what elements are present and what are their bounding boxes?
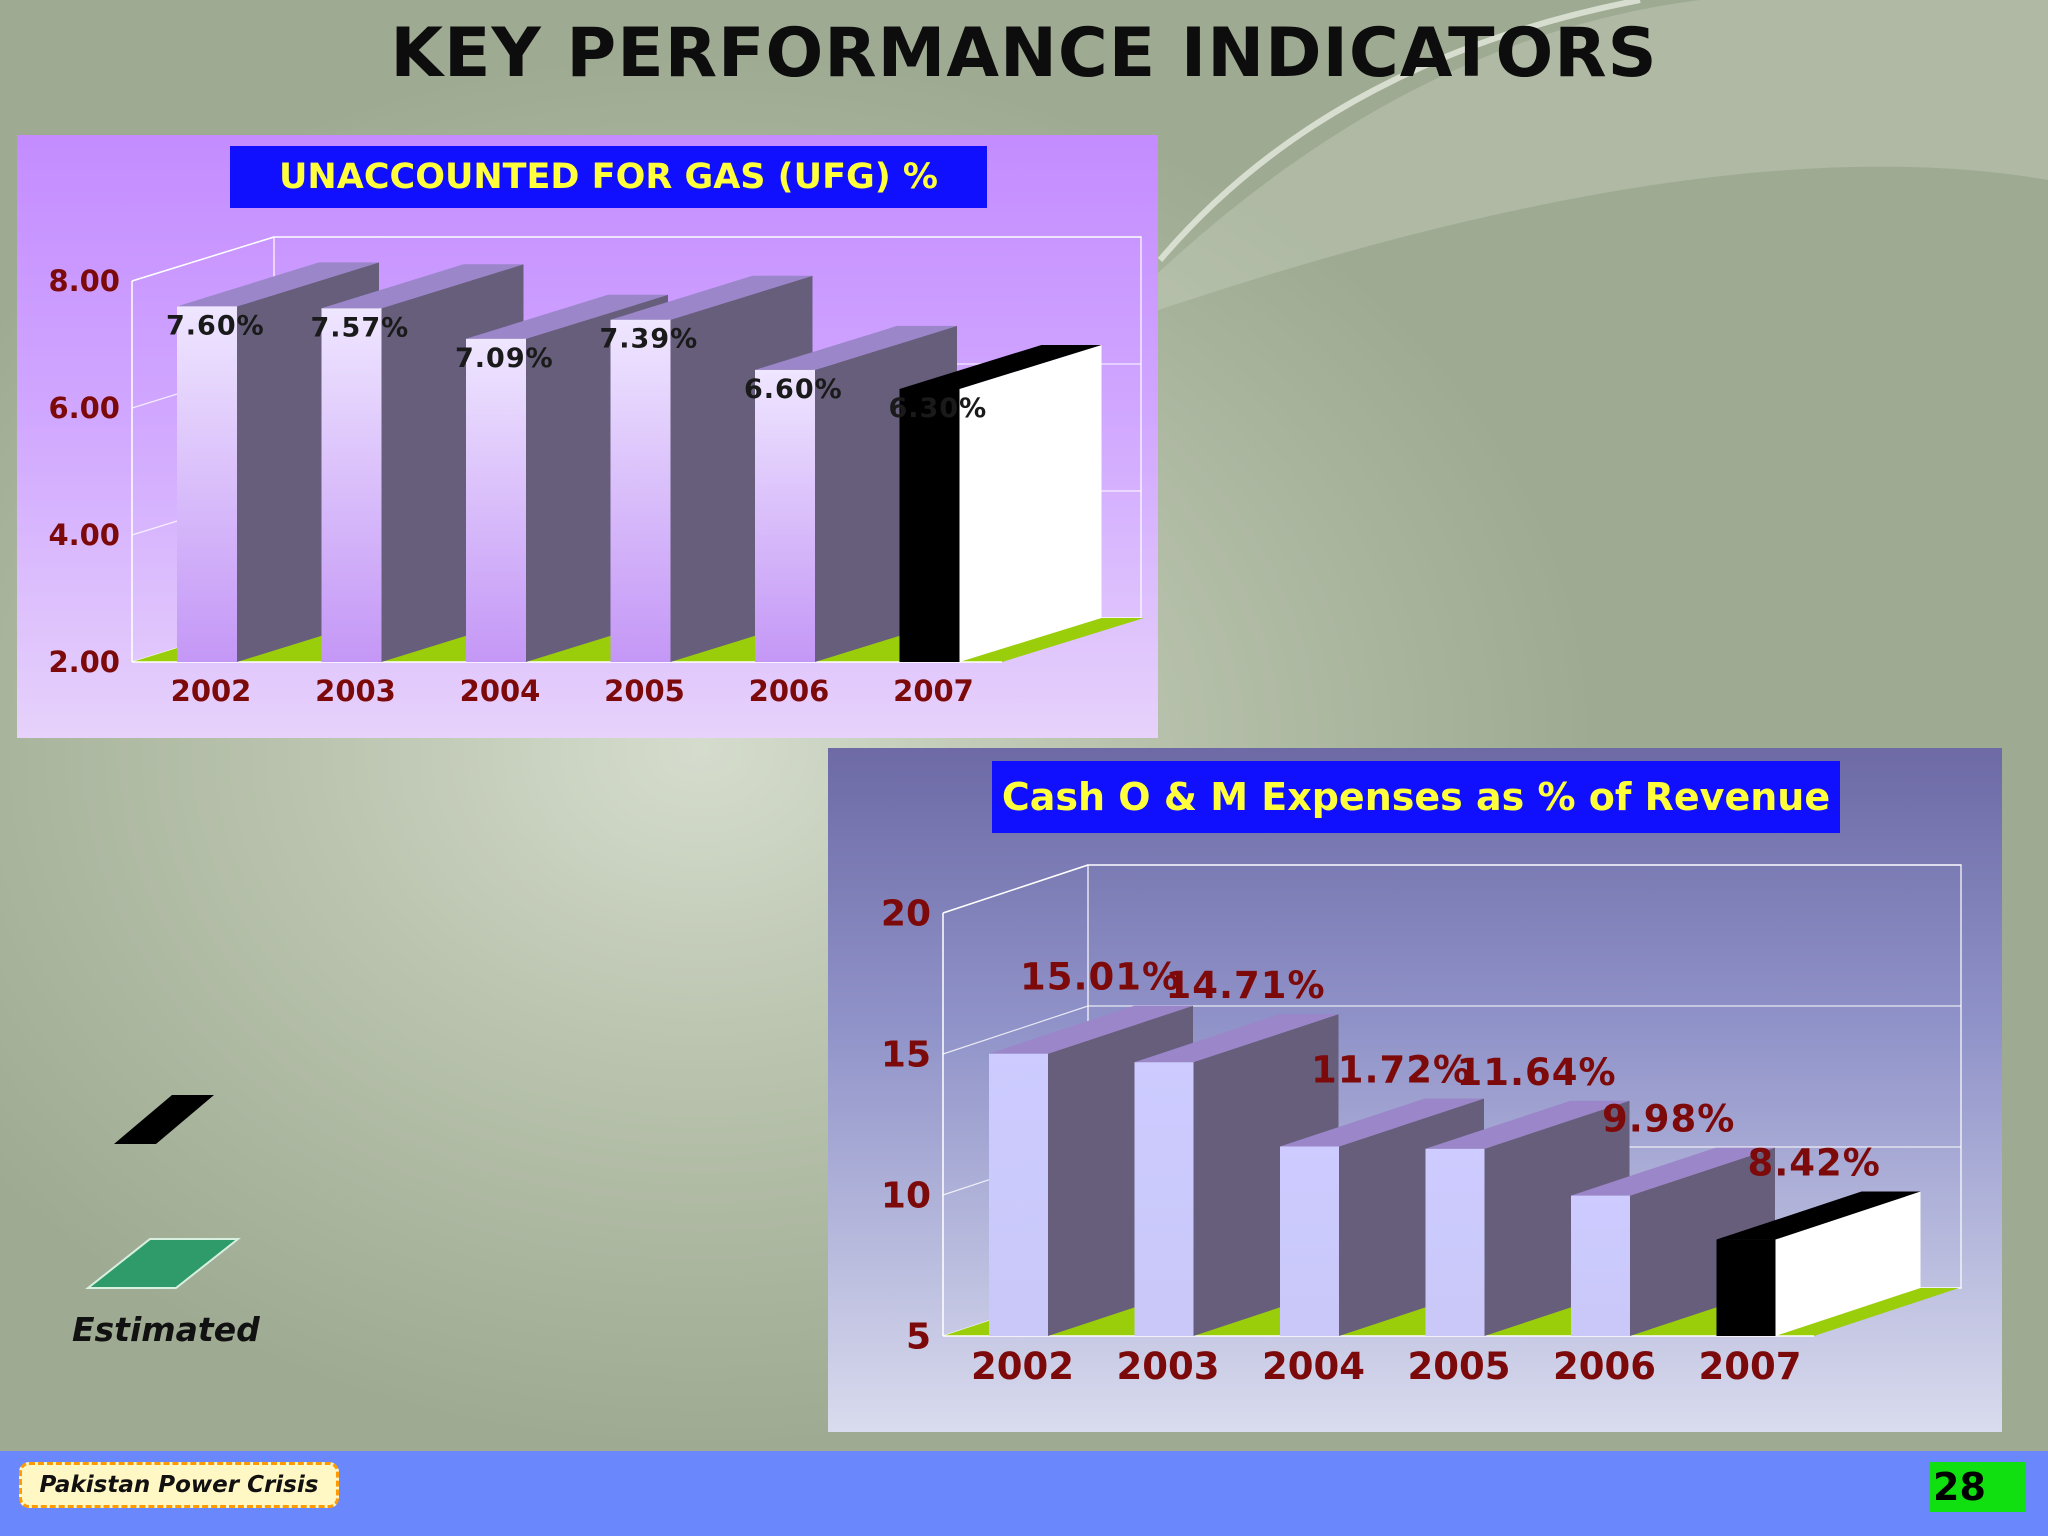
y-tick-label: 10 bbox=[881, 1176, 931, 1217]
x-tick-label: 2002 bbox=[971, 1345, 1074, 1388]
data-label: 7.09% bbox=[455, 343, 554, 374]
gridline-side bbox=[131, 236, 275, 282]
ufg-chart-title: UNACCOUNTED FOR GAS (UFG) % bbox=[230, 146, 987, 208]
om-chart-panel: Cash O & M Expenses as % of Revenue 5 10 1… bbox=[828, 748, 2002, 1432]
gridline-side bbox=[942, 864, 1089, 914]
bar-top-face bbox=[899, 344, 1102, 389]
x-tick-label: 2007 bbox=[893, 674, 974, 708]
x-tick-label: 2002 bbox=[171, 674, 252, 708]
bar-2005 bbox=[1425, 1100, 1630, 1336]
data-label: 11.72% bbox=[1311, 1048, 1471, 1091]
y-tick-label: 4.00 bbox=[48, 518, 120, 552]
data-label: 6.30% bbox=[889, 393, 988, 424]
data-label: 7.39% bbox=[600, 324, 699, 355]
bar-front-face bbox=[1280, 1146, 1339, 1336]
x-tick-label: 2005 bbox=[604, 674, 685, 708]
bar-front-face bbox=[1716, 1239, 1776, 1336]
x-tick-label: 2004 bbox=[1262, 1345, 1365, 1388]
bar-front-face bbox=[1571, 1195, 1630, 1336]
bar-top-face bbox=[989, 1005, 1193, 1054]
page-number: 28 bbox=[1929, 1462, 2026, 1512]
x-tick-label: 2003 bbox=[1117, 1345, 1220, 1388]
data-label: 9.98% bbox=[1602, 1098, 1735, 1141]
bar-front-face bbox=[321, 308, 382, 662]
slide-title: KEY PERFORMANCE INDICATORS bbox=[390, 14, 1658, 93]
gridline-side bbox=[942, 1005, 1089, 1055]
y-tick-label: 6.00 bbox=[48, 391, 120, 425]
legend-actual-swatch bbox=[114, 1095, 214, 1144]
om-chart: 5 10 15 20 2002 2003 2004 2005 2006 2007 15.01%14.… bbox=[881, 864, 1962, 1388]
bar-front-face bbox=[899, 388, 960, 662]
bar-top-face bbox=[177, 262, 379, 307]
bar-front-face bbox=[755, 369, 815, 662]
data-label: 11.64% bbox=[1457, 1051, 1617, 1094]
bar-top-face bbox=[1716, 1191, 1921, 1240]
bar-front-face bbox=[610, 319, 671, 662]
bar-front-face bbox=[1134, 1062, 1194, 1336]
x-tick-label: 2005 bbox=[1408, 1345, 1511, 1388]
bar-front-face bbox=[989, 1053, 1048, 1336]
data-label: 6.60% bbox=[744, 374, 843, 405]
x-tick-label: 2006 bbox=[749, 674, 830, 708]
bar-top-face bbox=[1571, 1147, 1775, 1196]
bar-front-face bbox=[1425, 1148, 1485, 1336]
bar-top-face bbox=[610, 275, 813, 320]
bar-top-face bbox=[466, 294, 668, 339]
footer-label: Pakistan Power Crisis bbox=[19, 1462, 339, 1508]
y-tick-label: 15 bbox=[881, 1035, 931, 1076]
bar-top-face bbox=[755, 325, 957, 370]
data-label: 7.60% bbox=[166, 310, 265, 341]
bar-2007 bbox=[1716, 1191, 1921, 1336]
y-tick-label: 2.00 bbox=[48, 645, 120, 679]
data-label: 14.71% bbox=[1166, 964, 1326, 1007]
bar-top-face bbox=[1425, 1100, 1630, 1149]
bar-top-face bbox=[1134, 1014, 1339, 1063]
data-label: 15.01% bbox=[1020, 956, 1180, 999]
data-label: 7.57% bbox=[311, 312, 410, 343]
y-tick-label: 20 bbox=[881, 894, 931, 935]
bar-side-face bbox=[959, 344, 1102, 662]
bar-front-face bbox=[466, 338, 526, 662]
y-tick-label: 5 bbox=[906, 1317, 931, 1358]
ufg-chart: 2.00 4.00 6.00 8.00 2002 2003 2004 2005 2006 2007… bbox=[48, 236, 1144, 708]
legend-estimated-swatch bbox=[85, 1238, 241, 1289]
ufg-chart-panel: UNACCOUNTED FOR GAS (UFG) % 2.00 4.00 6.00… bbox=[17, 135, 1158, 738]
y-tick-label: 8.00 bbox=[48, 264, 120, 298]
legend-estimated-label: Estimated bbox=[72, 1310, 260, 1349]
x-tick-label: 2006 bbox=[1553, 1345, 1656, 1388]
x-tick-label: 2004 bbox=[460, 674, 541, 708]
x-tick-label: 2007 bbox=[1699, 1345, 1802, 1388]
data-label: 8.42% bbox=[1748, 1142, 1881, 1185]
bar-2007 bbox=[899, 344, 1102, 662]
bar-front-face bbox=[177, 306, 237, 662]
x-tick-label: 2003 bbox=[315, 674, 396, 708]
bar-top-face bbox=[1280, 1098, 1484, 1147]
bar-top-face bbox=[321, 264, 524, 309]
footer-bar bbox=[0, 1451, 2048, 1536]
om-chart-title: Cash O & M Expenses as % of Revenue bbox=[992, 761, 1840, 833]
bar-side-face bbox=[1775, 1191, 1921, 1336]
